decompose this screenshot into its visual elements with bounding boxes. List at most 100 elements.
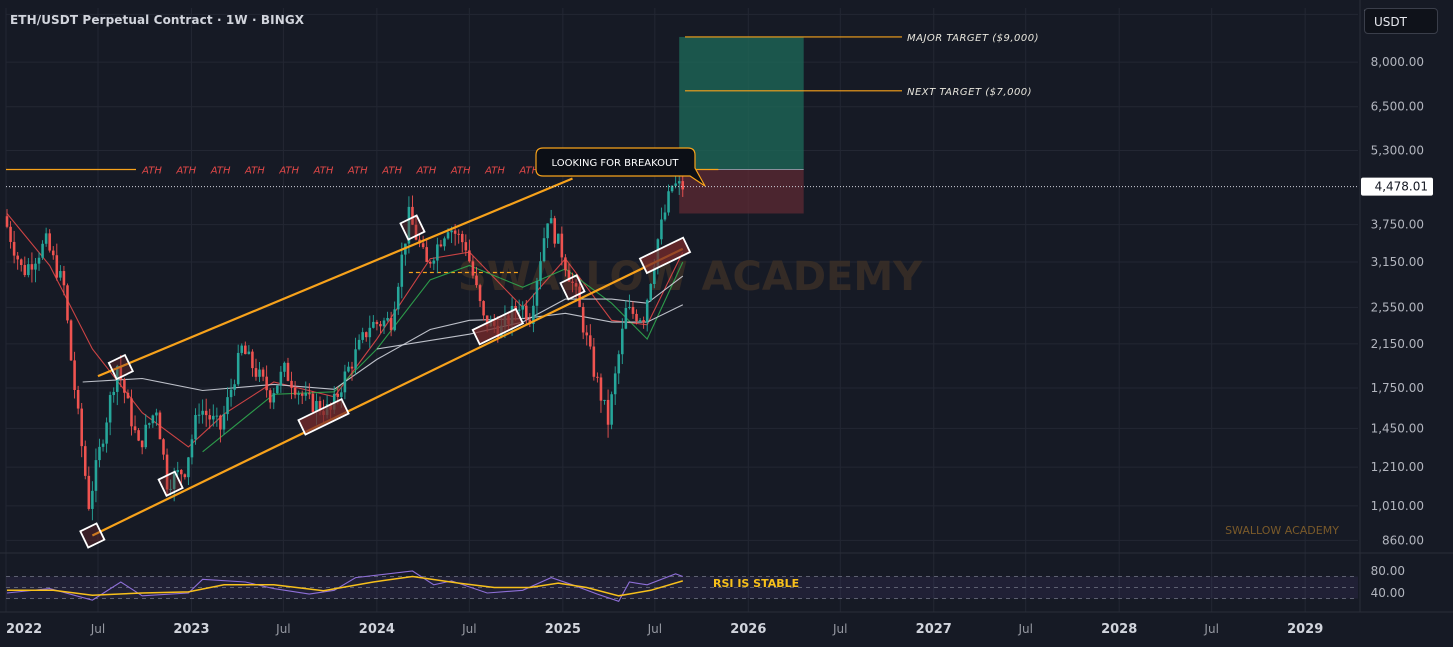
ath-label: ATH — [278, 165, 299, 176]
candle-body — [315, 400, 318, 412]
candle-body — [318, 400, 322, 412]
candle-body — [69, 320, 73, 361]
rsi-tick-label: 40.00 — [1371, 586, 1405, 600]
candle-body — [112, 391, 115, 396]
candle-body — [272, 393, 276, 403]
rsi-note-label: RSI IS STABLE — [713, 577, 799, 590]
touch-box — [471, 307, 525, 346]
candle-body — [396, 286, 400, 310]
ath-label: ATH — [244, 165, 265, 176]
candle-body — [158, 412, 162, 440]
time-tick-label: 2023 — [173, 622, 209, 637]
candle-body — [514, 305, 517, 311]
candle-body — [155, 412, 158, 416]
time-tick-label: Jul — [1203, 622, 1218, 636]
candle-body — [368, 327, 372, 338]
candle-body — [265, 376, 268, 391]
candle-body — [372, 321, 375, 328]
candle-body — [336, 393, 340, 397]
candle-body — [645, 299, 649, 323]
ath-label: ATH — [313, 165, 334, 176]
candle-body — [564, 257, 567, 271]
candle-body — [443, 238, 446, 247]
channel-lower-line — [91, 247, 684, 537]
candle-body — [194, 414, 197, 440]
touch-box — [107, 353, 135, 381]
candle-body — [475, 275, 478, 286]
candle-body — [76, 390, 80, 409]
price-tick-label: 5,300.00 — [1371, 143, 1424, 157]
candle-body — [27, 264, 30, 276]
candle-body — [606, 399, 610, 425]
candle-body — [304, 393, 308, 396]
candle-body — [73, 360, 76, 391]
candle-body — [308, 393, 311, 395]
candle-body — [517, 309, 521, 311]
candle-body — [567, 270, 571, 282]
time-tick-label: 2027 — [916, 622, 952, 637]
candle-body — [557, 233, 560, 244]
candle-body — [276, 385, 279, 394]
candle-body — [436, 244, 439, 261]
candle-body — [172, 472, 176, 489]
rsi-tick-label: 80.00 — [1371, 564, 1405, 578]
candle-body — [222, 414, 226, 430]
candle-body — [48, 233, 51, 251]
time-tick-label: Jul — [1017, 622, 1032, 636]
ath-label: ATH — [175, 165, 196, 176]
candle-body — [432, 260, 436, 264]
candle-body — [677, 181, 681, 184]
candle-body — [364, 332, 368, 338]
candle-body — [59, 271, 62, 278]
currency-button[interactable]: USDT — [1364, 8, 1438, 34]
rsi-series-line — [6, 570, 683, 602]
ath-label: ATH — [381, 165, 402, 176]
target-label: NEXT TARGET ($7,000) — [907, 87, 1032, 98]
candle-body — [681, 181, 685, 190]
candle-body — [229, 389, 233, 398]
candle-body — [236, 352, 240, 385]
watermark-center: SWALLOW ACADEMY — [458, 254, 923, 300]
candle-body — [354, 349, 357, 369]
candle-body — [247, 351, 251, 355]
candle-body — [389, 318, 393, 331]
time-tick-label: Jul — [461, 622, 476, 636]
candle-body — [660, 219, 663, 240]
candle-body — [34, 263, 37, 270]
candle-body — [357, 339, 361, 350]
candle-body — [123, 379, 126, 393]
candle-body — [12, 241, 16, 256]
time-tick-label: Jul — [647, 622, 662, 636]
target-label: MAJOR TARGET ($9,000) — [907, 33, 1039, 44]
price-tick-label: 3,150.00 — [1371, 255, 1424, 269]
candle-body — [137, 430, 140, 441]
time-tick-label: 2029 — [1287, 622, 1323, 637]
candle-body — [482, 301, 485, 316]
price-tick-label: 2,150.00 — [1371, 337, 1424, 351]
candle-body — [528, 319, 532, 324]
candle-body — [94, 460, 98, 491]
candle-body — [386, 318, 389, 321]
candle-body — [19, 259, 23, 266]
touch-box — [559, 274, 586, 301]
candle-body — [226, 397, 229, 415]
touch-box — [297, 397, 350, 436]
candle-body — [539, 261, 542, 281]
candle-body — [343, 371, 347, 393]
touch-box — [399, 214, 426, 241]
rsi-series-line — [7, 575, 684, 597]
price-tick-label: 2,550.00 — [1371, 300, 1424, 314]
price-tick-label: 1,750.00 — [1371, 381, 1424, 395]
candle-body — [663, 212, 667, 220]
candle-body — [478, 285, 482, 302]
candle-body — [5, 216, 9, 227]
candle-body — [165, 454, 169, 490]
candle-body — [190, 439, 194, 458]
candle-body — [428, 261, 432, 264]
candle-body — [293, 387, 297, 395]
time-tick-label: 2025 — [545, 622, 581, 637]
price-tick-label: 1,210.00 — [1371, 460, 1424, 474]
candle-body — [62, 271, 66, 286]
candle-body — [144, 424, 148, 448]
